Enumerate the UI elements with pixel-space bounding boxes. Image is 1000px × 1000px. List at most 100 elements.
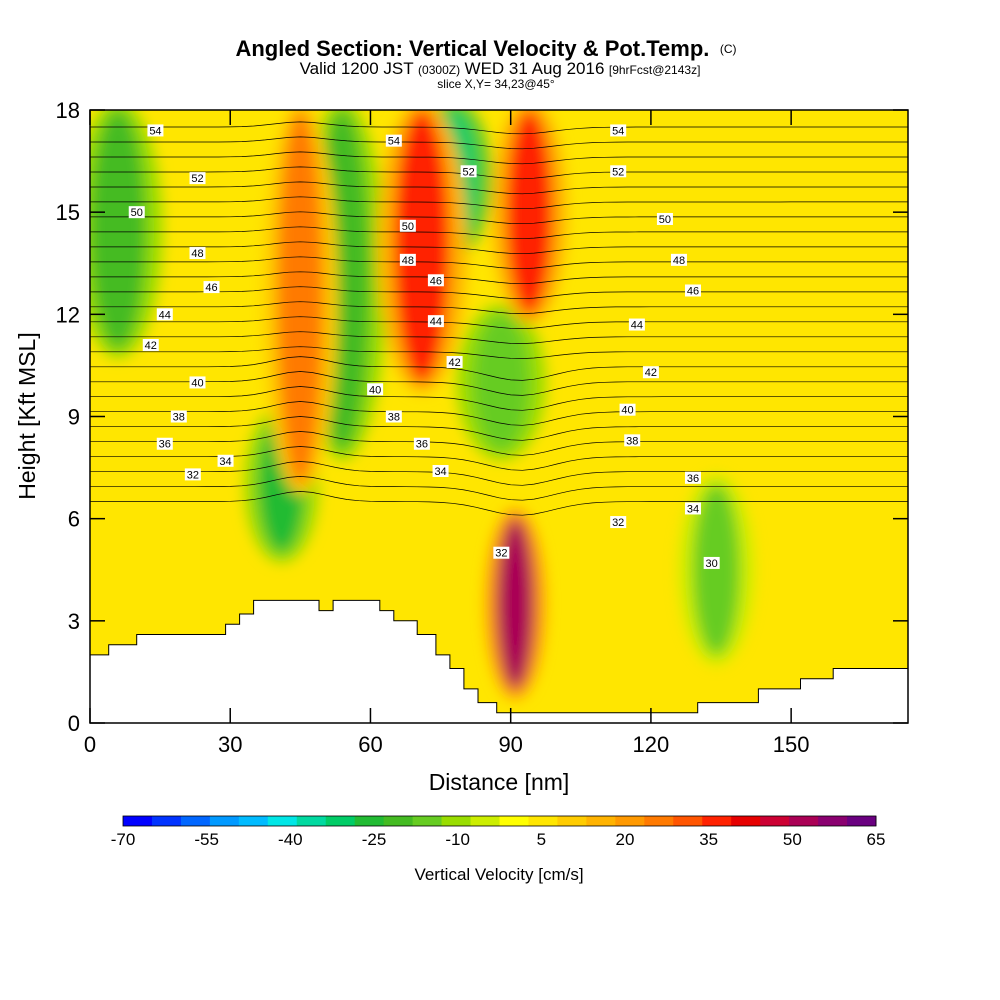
isentrope-label-bg bbox=[189, 247, 206, 260]
isentrope-label-text: 42 bbox=[145, 340, 157, 352]
isentrope-label-bg bbox=[203, 281, 220, 294]
isentrope-label-text: 46 bbox=[430, 275, 442, 287]
isentrope-label-bg bbox=[147, 124, 164, 137]
isentrope-line bbox=[90, 271, 908, 285]
isentrope-label-text: 40 bbox=[369, 384, 381, 396]
isentrope-label-text: 52 bbox=[612, 166, 624, 178]
isentrope-label-bg bbox=[367, 383, 384, 396]
isentrope-label-text: 48 bbox=[402, 255, 414, 267]
colorbar-swatch bbox=[644, 816, 674, 826]
updraft-core bbox=[496, 518, 535, 689]
colorbar-label: Vertical Velocity [cm/s] bbox=[414, 865, 583, 884]
colorbar-tick-label: -70 bbox=[111, 830, 136, 849]
plot-area: 54 52 50 48 46 44 42 40 38 36 34 32 54 52 50 48 46 44 42 40… bbox=[90, 110, 908, 723]
isentrope-label-text: 52 bbox=[462, 166, 474, 178]
isentrope-label-bg bbox=[156, 437, 173, 450]
isentrope-label-bg bbox=[432, 464, 449, 477]
isentrope-label-bg bbox=[156, 308, 173, 321]
colorbar-tick-label: -25 bbox=[362, 830, 387, 849]
isentrope-line bbox=[90, 346, 908, 359]
isentrope-label-bg bbox=[399, 219, 416, 232]
isentrope-label: 36 bbox=[684, 471, 701, 485]
colorbar-swatch bbox=[151, 816, 182, 826]
isentrope-label-bg bbox=[624, 434, 641, 447]
isentrope-label: 44 bbox=[427, 315, 444, 328]
isentrope-lines bbox=[90, 121, 908, 516]
isentrope-label-text: 50 bbox=[659, 214, 671, 226]
isentrope-line bbox=[90, 356, 908, 381]
isentrope-label-bg bbox=[427, 315, 444, 328]
isentrope-line bbox=[90, 286, 908, 300]
isentrope-label-bg bbox=[656, 212, 673, 225]
x-axis: 0 30 60 90 120 150 bbox=[84, 110, 810, 757]
isentrope-label: 48 bbox=[399, 253, 416, 267]
isentrope-label: 46 bbox=[203, 281, 220, 294]
isentrope-label-text: 40 bbox=[191, 377, 203, 389]
colorbar-swatch bbox=[557, 816, 587, 826]
subtitle-forecast: [9hrFcst@2143z] bbox=[609, 63, 701, 77]
isentrope-line bbox=[90, 256, 908, 270]
isentrope-label-text: 32 bbox=[495, 548, 507, 560]
x-tick-label: 30 bbox=[218, 732, 242, 757]
isentrope-label: 38 bbox=[385, 410, 402, 424]
colorbar-swatch bbox=[325, 816, 356, 826]
isentrope-label: 34 bbox=[684, 502, 701, 515]
isentrope-label-text: 50 bbox=[131, 207, 143, 219]
colorbar-swatch bbox=[499, 816, 529, 826]
colorbar-swatch bbox=[847, 816, 877, 826]
isentrope-label-bg bbox=[610, 516, 627, 529]
isentrope-label-text: 40 bbox=[621, 405, 633, 417]
isentrope-label-text: 42 bbox=[448, 357, 460, 369]
y-tick-label: 18 bbox=[56, 98, 80, 123]
isentrope-label-bg bbox=[446, 356, 463, 369]
isentrope-line bbox=[90, 121, 908, 135]
isentrope-label-text: 38 bbox=[388, 412, 400, 424]
isentrope-line bbox=[90, 431, 908, 456]
isentrope-label-bg bbox=[399, 253, 416, 266]
isentrope-label-bg bbox=[184, 468, 201, 481]
isentrope-label-bg bbox=[493, 546, 510, 559]
isentrope-label: 50 bbox=[399, 219, 416, 233]
colorbar-tick-label: 50 bbox=[783, 830, 802, 849]
isentrope-line bbox=[90, 211, 908, 225]
x-tick-label: 60 bbox=[358, 732, 382, 757]
terrain bbox=[90, 599, 908, 723]
isentrope-label-text: 38 bbox=[626, 435, 638, 447]
isentrope-line bbox=[90, 151, 908, 165]
isentrope-label: 30 bbox=[703, 556, 720, 570]
isentrope-label-bg bbox=[189, 172, 206, 185]
isentrope-label-text: 54 bbox=[149, 125, 161, 137]
isentrope-line bbox=[90, 316, 908, 329]
isentrope-label-bg bbox=[703, 556, 720, 569]
colorbar-tick-label: -40 bbox=[278, 830, 303, 849]
x-tick-label: 150 bbox=[773, 732, 810, 757]
isentrope-label-bg bbox=[642, 366, 659, 379]
colorbar-swatch bbox=[123, 816, 153, 826]
colorbar-swatch bbox=[180, 816, 211, 826]
isentrope-label: 44 bbox=[628, 318, 645, 332]
isentrope-label-text: 38 bbox=[173, 412, 185, 424]
isentrope-label: 52 bbox=[189, 172, 206, 185]
isentrope-label-text: 44 bbox=[159, 309, 171, 321]
colorbar-swatch bbox=[470, 816, 500, 826]
isentrope-line bbox=[90, 301, 908, 314]
isentrope-label-text: 50 bbox=[402, 221, 414, 233]
isentrope-label-text: 48 bbox=[191, 248, 203, 260]
subtitle-date: WED 31 Aug 2016 bbox=[465, 59, 605, 78]
colorbar-swatch bbox=[267, 816, 298, 826]
isentrope-line bbox=[90, 371, 908, 396]
y-tick-label: 6 bbox=[68, 507, 80, 532]
x-tick-label: 120 bbox=[633, 732, 670, 757]
colorbar-tick-label: 65 bbox=[867, 830, 886, 849]
colorbar-tick-label: 20 bbox=[616, 830, 635, 849]
isentrope-label-text: 46 bbox=[205, 282, 217, 294]
chart-subtitle: Valid 1200 JST (0300Z) WED 31 Aug 2016 [… bbox=[300, 59, 701, 78]
isentrope-line bbox=[90, 241, 908, 255]
isentrope-label-text: 32 bbox=[187, 469, 199, 481]
colorbar-swatch bbox=[760, 816, 790, 826]
isentrope-label-bg bbox=[684, 284, 701, 297]
isentrope-label: 52 bbox=[610, 165, 627, 178]
isentrope-label: 50 bbox=[656, 212, 673, 226]
